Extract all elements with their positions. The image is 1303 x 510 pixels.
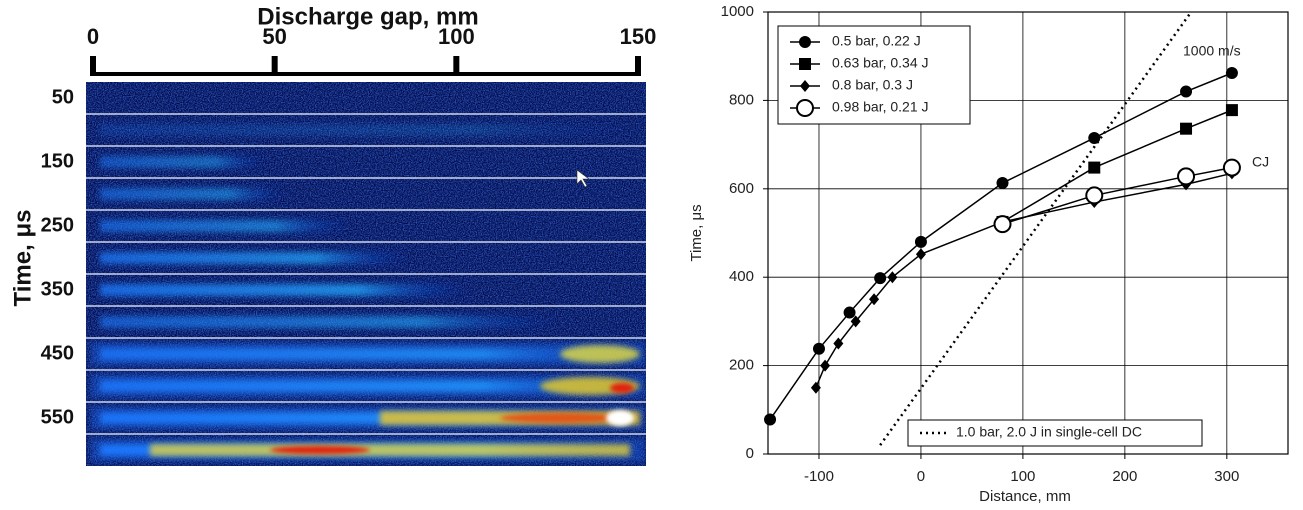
y-tick-label: 250 <box>41 214 74 236</box>
legend-label: 0.8 bar, 0.3 J <box>832 77 913 93</box>
x-tick-label: 100 <box>1010 468 1035 485</box>
streak-glow <box>100 124 640 136</box>
marker <box>1180 122 1193 135</box>
hot-spot <box>270 446 370 454</box>
marker <box>914 235 927 248</box>
y-tick-label: 550 <box>41 406 74 428</box>
marker <box>833 337 844 350</box>
streak-glow <box>100 220 350 232</box>
x-tick-label: 0 <box>917 468 925 485</box>
series-line <box>1002 109 1233 223</box>
marker <box>874 272 887 285</box>
marker <box>1088 161 1101 174</box>
marker <box>996 177 1009 190</box>
y-tick-label: 1000 <box>721 3 754 20</box>
x-tick-label: 100 <box>438 24 475 49</box>
marker <box>799 58 811 70</box>
marker <box>796 99 814 117</box>
legend-label: 0.98 bar, 0.21 J <box>832 99 929 115</box>
x-tick-label: 200 <box>1112 468 1137 485</box>
x-tick <box>90 56 96 76</box>
series-line <box>879 11 1193 446</box>
series-line <box>769 72 1233 420</box>
marker <box>993 215 1012 234</box>
hot-spot <box>560 345 640 363</box>
annotation: 1000 m/s <box>1183 43 1241 59</box>
marker <box>800 80 810 92</box>
image-x-label: Discharge gap, mm <box>257 3 478 30</box>
x-tick <box>635 56 641 76</box>
cursor <box>576 169 590 188</box>
marker <box>1225 104 1238 117</box>
marker <box>843 306 856 319</box>
x-axis-label: Distance, mm <box>979 488 1071 505</box>
x-tick-label: -100 <box>804 468 834 485</box>
marker <box>1225 66 1238 79</box>
hot-spot <box>610 383 634 393</box>
hot-spot <box>500 413 620 423</box>
y-tick-label: 50 <box>52 86 74 108</box>
x-tick <box>271 56 278 76</box>
y-tick-label: 350 <box>41 278 74 300</box>
streak-glow <box>100 252 410 264</box>
y-tick-label: 0 <box>746 445 754 462</box>
marker <box>812 342 825 355</box>
x-tick-label: 50 <box>262 24 286 49</box>
legend-label: 1.0 bar, 2.0 J in single-cell DC <box>956 424 1142 440</box>
marker <box>1180 85 1193 98</box>
x-tick-label: 150 <box>620 24 657 49</box>
marker <box>915 248 926 261</box>
x-tick <box>453 56 460 76</box>
y-axis-label: Time, μs <box>688 204 705 261</box>
y-tick-label: 600 <box>729 180 754 197</box>
marker <box>799 36 811 48</box>
marker <box>850 315 861 328</box>
y-tick-label: 200 <box>729 357 754 374</box>
y-tick-label: 400 <box>729 268 754 285</box>
hot-spot <box>606 410 634 426</box>
y-tick-label: 800 <box>729 91 754 108</box>
marker <box>810 381 821 394</box>
streak-glow <box>90 342 645 366</box>
streak-image <box>86 82 646 466</box>
x-tick-label: 0 <box>87 24 99 49</box>
hot-spot <box>150 444 630 456</box>
legend-label: 0.63 bar, 0.34 J <box>832 55 929 71</box>
marker <box>764 413 777 426</box>
y-tick-label: 150 <box>41 150 74 172</box>
y-tick-label: 450 <box>41 342 74 364</box>
marker <box>869 293 880 306</box>
streak-glow <box>100 284 470 296</box>
marker <box>1222 158 1241 177</box>
image-y-label: Time, μs <box>9 210 36 307</box>
annotation: CJ <box>1252 154 1269 170</box>
streak-glow <box>100 188 285 200</box>
marker <box>1085 186 1104 205</box>
series-line <box>1002 166 1233 225</box>
streak-glow <box>100 156 265 168</box>
marker <box>1177 167 1196 186</box>
legend-box <box>907 419 1203 447</box>
marker <box>820 359 831 372</box>
legend-label: 0.5 bar, 0.22 J <box>832 33 921 49</box>
x-tick-label: 300 <box>1214 468 1239 485</box>
marker <box>887 271 898 284</box>
streak-glow <box>100 316 560 328</box>
